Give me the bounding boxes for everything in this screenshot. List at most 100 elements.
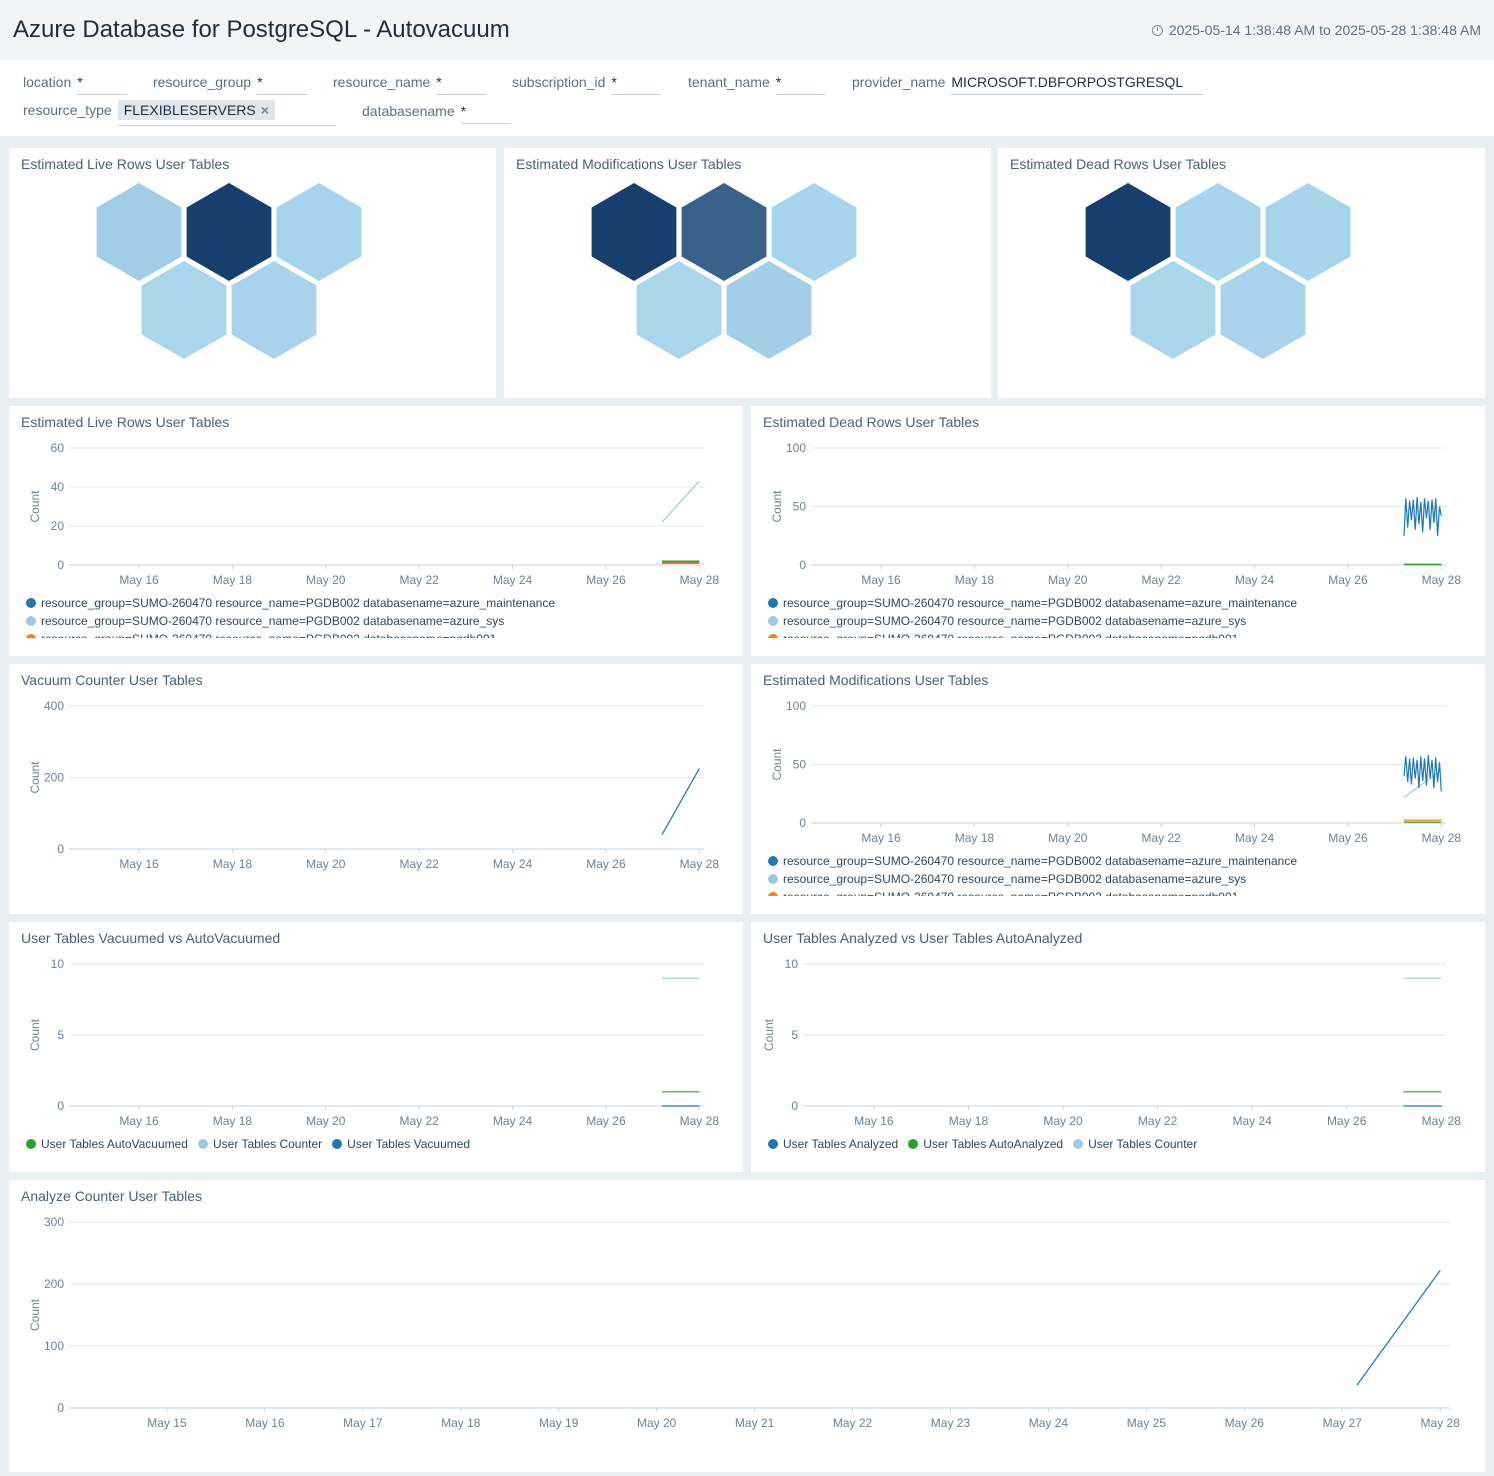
x-tick-label: May 24 (1235, 831, 1275, 845)
honeycomb-cell[interactable] (1130, 261, 1216, 359)
panel-analyze-counter: Analyze Counter User Tables 0 100 200 300 Ma… (9, 1180, 1485, 1472)
dashboard-header: Azure Database for PostgreSQL - Autovacu… (0, 0, 1494, 60)
legend-item[interactable]: resource_group=SUMO-260470 resource_name… (768, 888, 1297, 896)
y-tick-label: 300 (44, 1215, 64, 1229)
y-tick-label: 5 (791, 1028, 798, 1042)
legend-item[interactable]: User Tables Counter (1073, 1135, 1197, 1153)
clock-icon (1151, 25, 1163, 36)
legend-label: User Tables Counter (212, 1137, 323, 1151)
line-chart-live-rows: 0 20 40 60 May 16 May 18 May 20 May 22 May 24 May… (28, 441, 719, 587)
y-tick-label: 0 (57, 558, 64, 572)
x-tick-label: May 18 (949, 1114, 989, 1128)
filter-provider-name[interactable]: provider_name MICROSOFT.DBFORPOSTGRESQL (852, 74, 1204, 95)
y-tick-label: 0 (799, 816, 806, 830)
honeycomb-cell[interactable] (636, 261, 722, 359)
honeycomb-cell[interactable] (141, 261, 227, 359)
y-tick-label: 60 (51, 441, 65, 455)
close-icon[interactable]: × (260, 102, 269, 118)
legend-item[interactable]: User Tables Counter (197, 1135, 323, 1153)
filter-resource-name-value[interactable]: * (436, 74, 487, 95)
legend-item[interactable]: resource_group=SUMO-260470 resource_name… (768, 870, 1297, 888)
panel-title: Vacuum Counter User Tables (21, 672, 203, 688)
legend-item[interactable]: resource_group=SUMO-260470 resource_name… (768, 852, 1297, 870)
line-chart-analyzed: 0 5 10 May 16 May 18 May 20 May 22 May 24 May 26… (762, 957, 1461, 1128)
honeycomb-cell[interactable] (1175, 183, 1261, 281)
x-tick-label: May 24 (493, 857, 533, 871)
y-tick-label: 200 (44, 1277, 64, 1291)
y-tick-label: 10 (51, 957, 65, 971)
time-range-picker[interactable]: 2025-05-14 1:38:48 AM to 2025-05-28 1:38… (1151, 22, 1481, 38)
legend-label: resource_group=SUMO-260470 resource_name… (41, 596, 555, 610)
series-line[interactable] (1403, 497, 1442, 536)
honeycomb-cell[interactable] (231, 261, 317, 359)
x-tick-label: May 26 (586, 857, 626, 871)
series-line[interactable] (1356, 1270, 1441, 1386)
filter-location[interactable]: location * (23, 74, 128, 95)
legend-item[interactable]: resource_group=SUMO-260470 resource_name… (26, 594, 555, 612)
legend-item[interactable]: resource_group=SUMO-260470 resource_name… (26, 612, 555, 630)
honeycomb-cell[interactable] (1220, 261, 1306, 359)
legend-item[interactable]: resource_group=SUMO-260470 resource_name… (768, 612, 1297, 630)
filter-resource-group-value[interactable]: * (257, 74, 308, 95)
legend-item[interactable]: User Tables AutoVacuumed (26, 1135, 188, 1153)
legend-item[interactable]: resource_group=SUMO-260470 resource_name… (26, 630, 555, 638)
filter-resource-type-value[interactable]: FLEXIBLESERVERS × (117, 100, 336, 126)
filter-tenant-name-value[interactable]: * (775, 74, 826, 95)
line-chart-vacuum-counter: 0 200 400 May 16 May 18 May 20 May 22 May 24 May… (28, 699, 719, 871)
filter-provider-name-value[interactable]: MICROSOFT.DBFORPOSTGRESQL (951, 74, 1204, 95)
honeycomb-cell[interactable] (771, 183, 857, 281)
legend-label: User Tables Analyzed (783, 1137, 899, 1151)
x-tick-label: May 20 (1048, 573, 1088, 587)
line-chart-analyze-counter: 0 100 200 300 May 15 May 16 May 17 May 18 May 19… (28, 1215, 1460, 1430)
x-tick-label: May 16 (119, 1114, 159, 1128)
honeycomb-cell[interactable] (96, 183, 182, 281)
filter-tenant-name[interactable]: tenant_name * (688, 74, 826, 95)
legend-item[interactable]: User Tables AutoAnalyzed (908, 1135, 1063, 1153)
y-axis-label: Count (28, 761, 42, 794)
x-tick-label: May 28 (1422, 831, 1462, 845)
honeycomb-cell[interactable] (1085, 183, 1171, 281)
honeycomb-cell[interactable] (186, 183, 272, 281)
filter-resource-group[interactable]: resource_group * (153, 74, 308, 95)
series-line[interactable] (661, 480, 700, 523)
x-tick-label: May 24 (493, 1114, 533, 1128)
x-tick-label: May 22 (1142, 573, 1182, 587)
y-tick-label: 20 (51, 519, 65, 533)
honeycomb-cell[interactable] (1265, 183, 1351, 281)
legend-item[interactable]: resource_group=SUMO-260470 resource_name… (768, 630, 1297, 638)
x-tick-label: May 24 (1235, 573, 1275, 587)
x-tick-label: May 16 (861, 831, 901, 845)
y-tick-label: 0 (57, 842, 64, 856)
filter-subscription-id[interactable]: subscription_id * (512, 74, 662, 95)
legend-item[interactable]: resource_group=SUMO-260470 resource_name… (768, 594, 1297, 612)
panel-title: Estimated Dead Rows User Tables (1010, 156, 1227, 172)
honeycomb-cell[interactable] (726, 261, 812, 359)
honeycomb-cell[interactable] (681, 183, 767, 281)
honeycomb-chart (591, 183, 857, 359)
filter-resource-name[interactable]: resource_name * (333, 74, 487, 95)
y-axis-label: Count (762, 1018, 776, 1051)
filter-subscription-id-value[interactable]: * (611, 74, 662, 95)
panel-analyzed-vs-autoanalyzed: User Tables Analyzed vs User Tables Auto… (751, 922, 1485, 1172)
legend-item[interactable]: User Tables Analyzed (768, 1135, 898, 1153)
x-tick-label: May 26 (1225, 1416, 1265, 1430)
legend-dot-icon (908, 1139, 919, 1149)
series-line[interactable] (661, 768, 700, 835)
filter-resource-type[interactable]: resource_type FLEXIBLESERVERS × (23, 100, 336, 126)
x-tick-label: May 26 (586, 1114, 626, 1128)
legend-dot-icon (768, 634, 778, 638)
legend-dot-icon (768, 892, 778, 896)
filter-databasename-value[interactable]: * (460, 103, 511, 124)
filter-databasename[interactable]: databasename * (362, 103, 511, 124)
filter-location-value[interactable]: * (77, 74, 128, 95)
y-tick-label: 10 (785, 957, 799, 971)
x-tick-label: May 17 (343, 1416, 383, 1430)
honeycomb-cell[interactable] (591, 183, 677, 281)
legend-item[interactable]: User Tables Vacuumed (332, 1135, 470, 1153)
series-line[interactable] (1403, 755, 1442, 792)
resource-type-chip: FLEXIBLESERVERS × (117, 100, 275, 120)
x-tick-label: May 18 (955, 573, 995, 587)
honeycomb-cell[interactable] (276, 183, 362, 281)
x-tick-label: May 26 (586, 573, 626, 587)
x-tick-label: May 24 (493, 573, 533, 587)
